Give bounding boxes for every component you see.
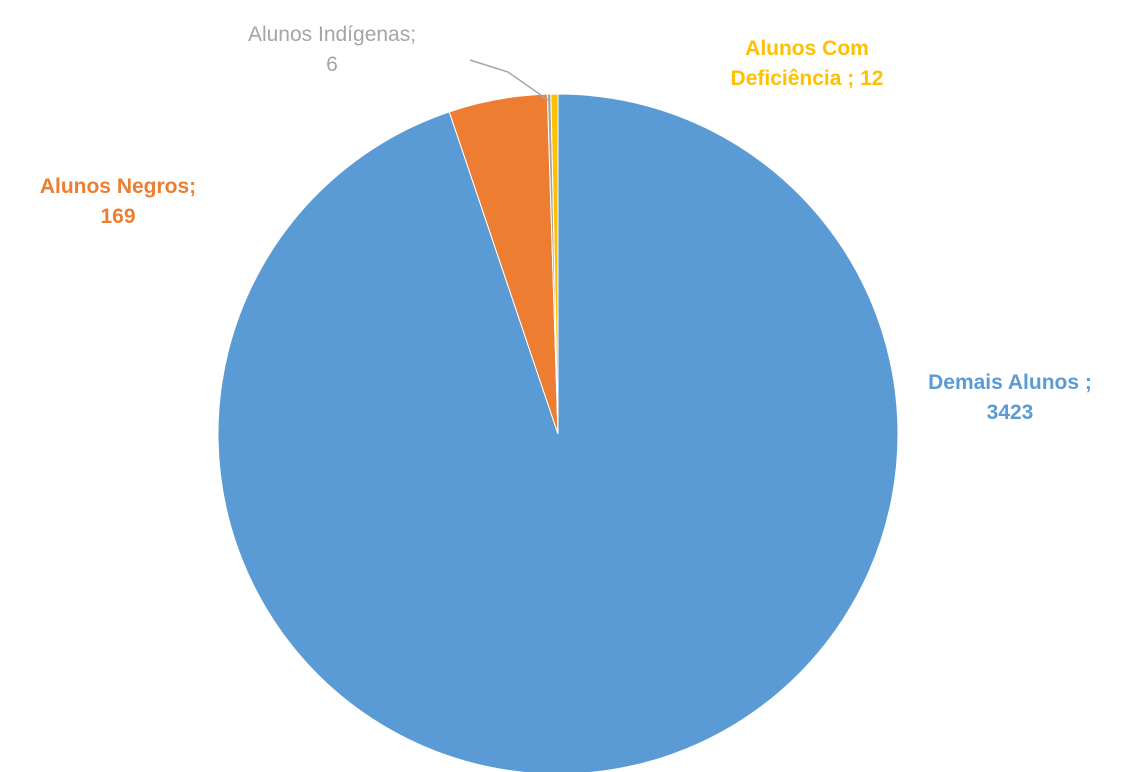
label-alunos-deficiencia-name: Alunos Com bbox=[745, 37, 869, 60]
label-demais-alunos-name: Demais Alunos ; bbox=[928, 371, 1092, 394]
label-alunos-indigenas-value: 6 bbox=[326, 53, 338, 76]
indigenas-leader-line bbox=[469, 59, 549, 101]
label-alunos-negros-value: 169 bbox=[100, 205, 136, 228]
label-alunos-negros: Alunos Negros; 169 bbox=[0, 172, 236, 232]
pie-slice-alunos-deficiencia bbox=[550, 93, 559, 435]
pie-slices bbox=[217, 93, 899, 772]
label-demais-alunos-value: 3423 bbox=[986, 401, 1034, 424]
label-alunos-deficiencia-value: Deficiência ; 12 bbox=[730, 67, 884, 90]
label-alunos-deficiencia: Alunos Com Deficiência ; 12 bbox=[672, 34, 942, 94]
label-alunos-indigenas-name: Alunos Indígenas; bbox=[247, 23, 417, 46]
label-alunos-negros-name: Alunos Negros; bbox=[39, 175, 197, 198]
label-alunos-indigenas: Alunos Indígenas; 6 bbox=[196, 20, 468, 80]
label-demais-alunos: Demais Alunos ; 3423 bbox=[900, 368, 1120, 428]
